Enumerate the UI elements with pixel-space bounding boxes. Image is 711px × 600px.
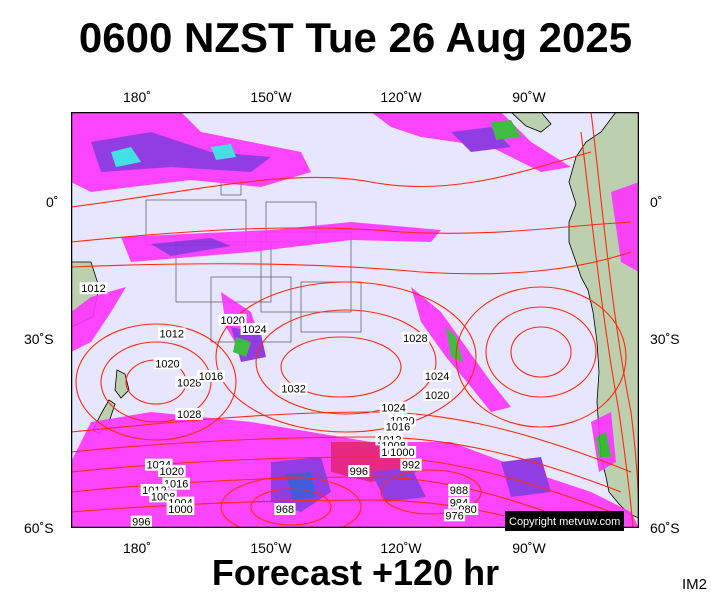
isobar-label-text: 1020: [220, 315, 244, 327]
isobar-label: 1032: [279, 382, 308, 396]
isobar-label-bg: [274, 503, 296, 515]
isobar-label-text: 1028: [403, 333, 427, 345]
bottom-lon-label-90w: 90˚W: [512, 540, 546, 556]
isobar-label-bg: [348, 465, 370, 477]
top-lon-label-120w: 120˚W: [380, 89, 422, 105]
isobar-label-bg: [240, 322, 269, 335]
isobar-label-text: 1024: [425, 371, 449, 383]
bottom-lon-label-150w: 150˚W: [250, 540, 292, 556]
isobar-label-text: 1000: [168, 504, 192, 516]
isobar-label: 1012: [79, 282, 108, 295]
isobar-label: 996: [130, 515, 152, 528]
isobar-label-bg: [400, 458, 422, 471]
isobar-label-bg: [423, 370, 451, 382]
isobar-label: 996: [348, 465, 370, 478]
copyright-box: Copyright metvuw.com: [505, 511, 625, 531]
isobar-label: 988: [448, 484, 470, 497]
left-lat-label-30s: 30˚S: [24, 331, 54, 347]
isobar-label: 1020: [153, 357, 182, 370]
isobar-label-text: 1020: [425, 390, 449, 402]
left-lat-label-60s: 60˚S: [24, 520, 54, 536]
copyright-text: Copyright metvuw.com: [509, 516, 621, 528]
isobar-label-bg: [130, 515, 152, 528]
isobar-label: 1028: [401, 332, 430, 345]
isobar-label-bg: [162, 477, 190, 490]
chart-title: 0600 NZST Tue 26 Aug 2025: [78, 14, 633, 61]
isobar-label-text: 996: [350, 466, 368, 478]
isobar-label-text: 1020: [160, 466, 184, 478]
weather-map: 1012101210121016101210161016102010241028…: [71, 112, 639, 528]
isobar-label-text: 1028: [177, 377, 201, 389]
isobar-label-bg: [401, 332, 430, 344]
forecast-label: Forecast +120 hr: [211, 552, 500, 593]
top-lon-label-90w: 90˚W: [512, 89, 546, 105]
right-lat-label-0: 0˚: [650, 194, 663, 210]
isobar-label: 1020: [158, 465, 186, 478]
isobar-label-text: 976: [445, 510, 463, 522]
isobar-label-text: 1012: [81, 283, 105, 295]
central-america-land: [510, 112, 552, 133]
isobar-label: 1024: [240, 322, 269, 336]
isobar-label: 1000: [166, 503, 195, 516]
isobar-label-bg: [384, 420, 412, 433]
left-lat-label-0: 0˚: [46, 194, 59, 210]
isobar-label-bg: [443, 509, 466, 522]
isobar-label: 1000: [388, 446, 417, 459]
isobar-label-bg: [423, 389, 451, 401]
isobar-label: 1012: [158, 327, 186, 340]
isobar-label: 1024: [379, 401, 408, 415]
isobar-label-bg: [153, 357, 182, 370]
isobar-label-text: 1032: [281, 384, 305, 396]
isobar-label-bg: [175, 408, 203, 420]
isobar-label-bg: [158, 465, 186, 477]
isobar-label-bg: [158, 327, 186, 340]
isobar-label: 1020: [423, 389, 451, 402]
isobar-label-bg: [166, 503, 195, 515]
isobar-label: 968: [274, 503, 296, 516]
top-lon-label-150w: 150˚W: [250, 89, 292, 105]
isobar-label-text: 1016: [386, 422, 410, 434]
bottom-lon-label-180: 180˚: [122, 540, 152, 556]
isobar-label-bg: [379, 401, 408, 414]
isobar-label-text: 992: [402, 460, 420, 472]
isobar-labels: 1012101210121016101210161016102010241028…: [79, 282, 479, 528]
isobars: [71, 112, 639, 528]
isobar-label-text: 1016: [199, 371, 223, 383]
isobar-label-text: 1024: [242, 324, 266, 336]
isobar-label: 1028: [175, 408, 203, 421]
isobar-label: 976: [443, 509, 466, 522]
image-id-label: IM2: [681, 576, 707, 593]
bottom-lon-label-120w: 120˚W: [380, 540, 422, 556]
isobar-label: 1020: [218, 313, 247, 327]
isobar-label: 1016: [384, 420, 412, 434]
top-lon-label-180: 180˚: [122, 89, 152, 105]
isobar-label-bg: [218, 313, 247, 326]
isobar-label-bg: [279, 382, 308, 395]
isobar-label-text: 1016: [164, 479, 188, 491]
isobar-label: 1016: [162, 477, 190, 491]
isobar-label-text: 1020: [155, 358, 179, 370]
isobar-label-text: 988: [450, 485, 468, 497]
map-frame: [71, 112, 639, 528]
isobar-label: 1028: [175, 376, 203, 389]
new-zealand-land: [114, 369, 130, 399]
isobar-label: 1016: [197, 370, 225, 383]
isobar-label-text: 968: [276, 504, 294, 516]
isobar-label-text: 1028: [177, 409, 201, 421]
isobar-label-bg: [448, 484, 470, 496]
isobar-label: 992: [400, 458, 422, 472]
right-lat-label-60s: 60˚S: [650, 520, 680, 536]
isobar-label-text: 1024: [381, 403, 405, 415]
isobar-label-bg: [388, 446, 417, 458]
isobar-label-text: 996: [132, 517, 150, 528]
isobar-label: 1024: [423, 370, 451, 383]
isobar-label-bg: [79, 282, 108, 295]
right-lat-label-30s: 30˚S: [650, 331, 680, 347]
isobar-label-bg: [175, 376, 203, 389]
isobar-label-bg: [197, 370, 225, 382]
isobar-label-text: 1000: [390, 447, 414, 459]
isobar-label-text: 1012: [160, 328, 184, 340]
